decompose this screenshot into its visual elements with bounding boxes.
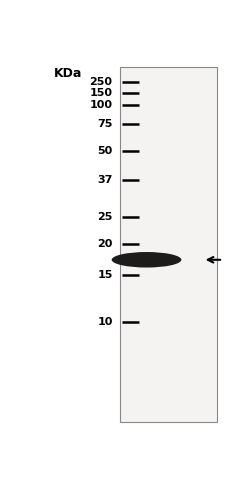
Text: 25: 25 [97,212,112,222]
Text: 20: 20 [97,239,112,249]
Text: 10: 10 [97,317,112,327]
Ellipse shape [112,252,182,267]
Text: 75: 75 [97,119,112,129]
Text: 100: 100 [90,100,112,110]
Text: 150: 150 [90,88,112,98]
Text: KDa: KDa [54,67,82,80]
Text: 50: 50 [98,146,112,156]
Text: 37: 37 [97,175,112,185]
Text: 15: 15 [97,270,112,279]
Text: 250: 250 [90,77,112,86]
Bar [120,67,217,421]
